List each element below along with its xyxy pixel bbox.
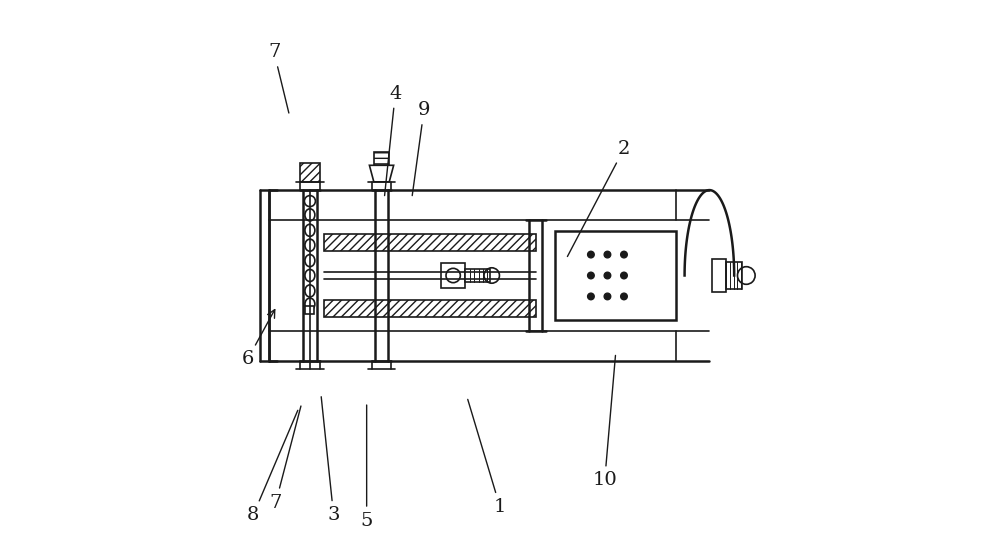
Text: 7: 7 bbox=[268, 44, 289, 113]
Circle shape bbox=[621, 251, 627, 258]
Ellipse shape bbox=[305, 298, 315, 310]
Text: 7: 7 bbox=[270, 406, 301, 511]
Bar bbox=[441, 263, 465, 288]
Ellipse shape bbox=[305, 269, 315, 282]
Ellipse shape bbox=[305, 285, 315, 297]
Text: 8: 8 bbox=[247, 410, 298, 524]
Text: 10: 10 bbox=[592, 355, 617, 489]
Ellipse shape bbox=[305, 209, 315, 221]
Circle shape bbox=[588, 272, 594, 279]
Text: 9: 9 bbox=[412, 101, 430, 196]
Polygon shape bbox=[369, 165, 394, 182]
Circle shape bbox=[588, 251, 594, 258]
Bar bbox=[374, 152, 389, 165]
Circle shape bbox=[604, 251, 611, 258]
Bar bbox=[305, 306, 314, 314]
Text: 2: 2 bbox=[567, 140, 630, 257]
Circle shape bbox=[604, 272, 611, 279]
Bar bbox=[726, 262, 742, 289]
Text: 6: 6 bbox=[241, 310, 275, 368]
Bar bbox=[555, 231, 676, 320]
Ellipse shape bbox=[305, 255, 315, 267]
Ellipse shape bbox=[305, 224, 315, 236]
Text: 5: 5 bbox=[360, 405, 373, 530]
Circle shape bbox=[588, 293, 594, 300]
Ellipse shape bbox=[305, 239, 315, 251]
Bar bbox=[465, 269, 490, 282]
Bar bbox=[300, 163, 320, 182]
Circle shape bbox=[604, 293, 611, 300]
Circle shape bbox=[621, 293, 627, 300]
Circle shape bbox=[621, 272, 627, 279]
Text: 4: 4 bbox=[385, 85, 401, 196]
Bar bbox=[712, 259, 726, 292]
Bar bbox=[324, 300, 536, 317]
Text: 1: 1 bbox=[468, 399, 506, 516]
Bar bbox=[324, 234, 536, 251]
Text: 3: 3 bbox=[321, 397, 340, 524]
